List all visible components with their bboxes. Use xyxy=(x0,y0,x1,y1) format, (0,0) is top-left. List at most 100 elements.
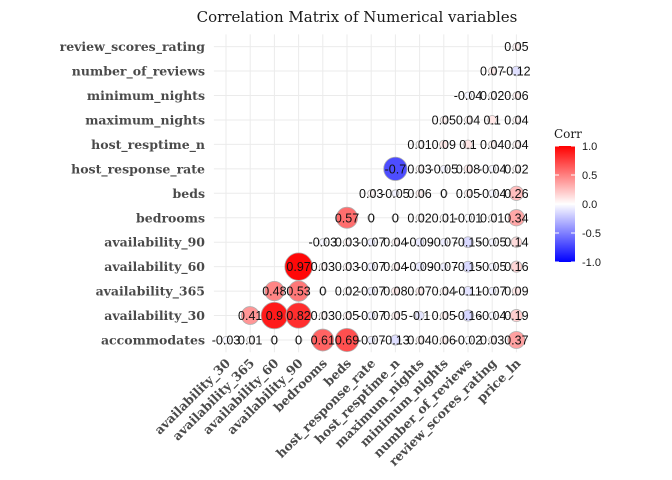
corr-circle xyxy=(415,164,424,173)
corr-circle xyxy=(367,286,376,296)
corr-circle xyxy=(415,336,424,344)
corr-value-label: 0 xyxy=(368,211,375,225)
corr-circle xyxy=(284,252,313,281)
corr-value-label: 0.19 xyxy=(504,309,528,323)
corr-value-label: 0.04 xyxy=(383,236,407,250)
corr-value-label: 0.08 xyxy=(383,285,407,299)
corr-circle xyxy=(367,189,376,198)
corr-circle xyxy=(462,260,474,273)
corr-value-label: -0.15 xyxy=(454,236,483,250)
corr-circle xyxy=(464,336,472,344)
corr-circle xyxy=(311,328,335,352)
corr-circle xyxy=(507,331,526,349)
corr-value-label: -0.07 xyxy=(430,260,459,274)
corr-circle xyxy=(511,286,522,296)
corr-circle xyxy=(439,336,448,344)
corr-circle xyxy=(488,238,497,247)
corr-value-label: -0.03 xyxy=(212,334,241,348)
corr-value-label: -0.01 xyxy=(454,211,483,225)
corr-value-label: -0.02 xyxy=(454,334,483,348)
corr-value-label: -0.05 xyxy=(478,260,507,274)
corr-value-label: 0.01 xyxy=(238,334,262,348)
y-tick-label: accommodates xyxy=(101,333,205,348)
corr-value-label: 0.02 xyxy=(407,211,431,225)
corr-circle xyxy=(510,260,523,273)
corr-circle xyxy=(488,91,497,100)
corr-circle xyxy=(389,334,401,346)
corr-value-label: 0.1 xyxy=(484,113,501,127)
corr-value-label: 0.37 xyxy=(504,334,528,348)
corr-value-label: 0.05 xyxy=(335,309,359,323)
corr-circle xyxy=(367,213,376,222)
corr-value-label: 0.01 xyxy=(407,138,431,152)
corr-circle xyxy=(391,189,400,198)
legend-tick-label: 0.0 xyxy=(582,199,597,211)
corr-circle xyxy=(391,262,400,271)
y-tick-label: availability_365 xyxy=(96,284,205,300)
corr-circle xyxy=(462,236,474,249)
corr-value-label: -0.15 xyxy=(454,260,483,274)
corr-circle xyxy=(464,189,472,198)
corr-circle xyxy=(240,306,260,325)
corr-circle xyxy=(415,189,424,198)
corr-circle xyxy=(462,286,474,297)
corr-value-label: 0.06 xyxy=(432,334,456,348)
corr-circle xyxy=(222,336,230,344)
corr-circle xyxy=(512,164,521,173)
corr-circle xyxy=(415,140,424,149)
corr-circle xyxy=(343,287,351,296)
corr-value-label: 0.97 xyxy=(286,260,310,274)
corr-value-label: 0.05 xyxy=(432,113,456,127)
corr-value-label: 0.82 xyxy=(286,309,310,323)
corr-circle xyxy=(488,66,497,76)
corr-value-label: 0.03 xyxy=(335,236,359,250)
corr-circle xyxy=(318,262,327,271)
corr-circle xyxy=(415,213,424,222)
corr-circle xyxy=(488,311,497,320)
corr-circle xyxy=(336,206,358,229)
corr-circle xyxy=(464,116,472,124)
y-tick-label: availability_30 xyxy=(104,308,205,324)
corr-circle xyxy=(509,309,523,323)
corr-value-label: 0.04 xyxy=(480,138,504,152)
y-tick-label: host_response_rate xyxy=(71,161,205,177)
legend-tick-label: -1.0 xyxy=(582,257,601,269)
corr-circle xyxy=(512,116,521,124)
corr-value-label: 0.06 xyxy=(504,89,528,103)
corr-circle xyxy=(288,280,310,302)
corr-circle xyxy=(318,287,327,296)
corr-value-label: 0.01 xyxy=(480,211,504,225)
y-tick-label: number_of_reviews xyxy=(72,64,205,80)
corr-value-label: 0.01 xyxy=(432,211,456,225)
corr-value-label: -0.07 xyxy=(357,309,386,323)
corr-circle xyxy=(343,311,351,320)
corr-value-label: 0.04 xyxy=(383,260,407,274)
corr-value-label: 0.9 xyxy=(266,309,283,323)
corr-circle xyxy=(383,156,408,181)
corr-circle xyxy=(367,335,376,345)
corr-circle xyxy=(488,336,497,344)
corr-value-label: -0.05 xyxy=(478,236,507,250)
legend-title: Corr xyxy=(554,127,582,141)
corr-circle xyxy=(391,238,400,247)
corr-value-label: -0.05 xyxy=(430,162,459,176)
corr-value-label: -0.07 xyxy=(357,236,386,250)
corr-value-label: 0.09 xyxy=(432,138,456,152)
corr-circle xyxy=(264,281,285,302)
corr-circle xyxy=(391,213,400,222)
corr-circle xyxy=(391,311,400,320)
y-tick-label: availability_60 xyxy=(104,259,205,275)
corr-value-label: 0.61 xyxy=(311,334,335,348)
corr-value-label: 0 xyxy=(440,187,447,201)
corr-value-label: -0.1 xyxy=(409,309,431,323)
x-axis-labels: availability_30availability_365availabil… xyxy=(151,355,524,469)
corr-value-label: -0.09 xyxy=(405,260,434,274)
corr-circle xyxy=(391,286,400,296)
corr-value-label: 0.05 xyxy=(432,309,456,323)
corr-circle xyxy=(488,213,497,222)
corr-circle xyxy=(488,140,497,149)
corr-circle xyxy=(439,116,448,124)
corr-circle xyxy=(463,139,473,150)
